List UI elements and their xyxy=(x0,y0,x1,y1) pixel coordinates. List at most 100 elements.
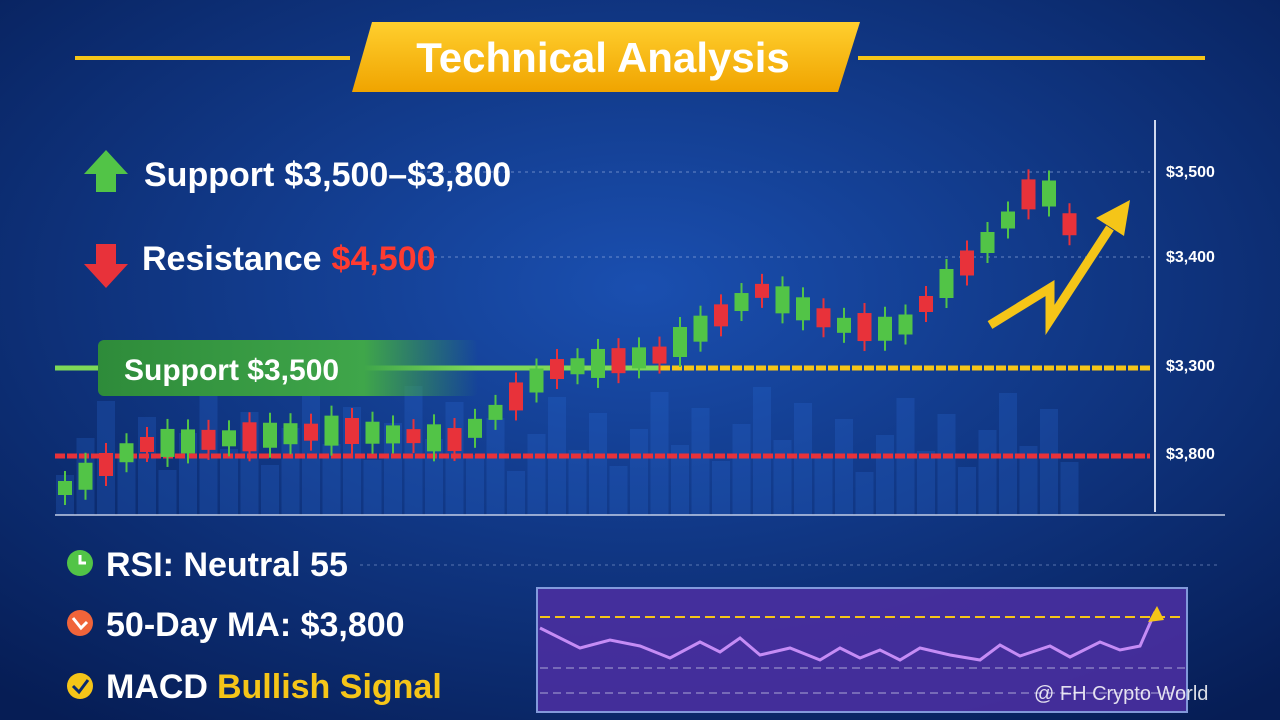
candle-body xyxy=(324,415,339,446)
candle-body xyxy=(939,269,954,298)
volume-bar xyxy=(917,451,935,515)
candle-body xyxy=(304,423,318,441)
candle-body xyxy=(755,283,769,298)
volume-bar xyxy=(1019,446,1038,515)
candle-body xyxy=(898,314,913,335)
volume-bar xyxy=(773,440,792,515)
axis-label: $3,800 xyxy=(1166,446,1215,463)
title: Technical Analysis xyxy=(416,34,790,81)
candle-body xyxy=(99,452,113,476)
candles xyxy=(58,169,1077,505)
volume-bar xyxy=(527,434,546,515)
title-banner xyxy=(352,22,860,92)
candle-body xyxy=(1021,179,1036,210)
axis-label: $3,500 xyxy=(1166,164,1215,181)
up-arrow xyxy=(84,150,128,192)
candle-body xyxy=(980,232,995,253)
volume-bar xyxy=(486,418,505,515)
candle-body xyxy=(611,348,626,374)
level-value: $4,500 xyxy=(332,240,436,278)
volume-bar xyxy=(568,450,587,515)
volume-bar xyxy=(753,387,771,515)
support-banner xyxy=(98,340,478,396)
candle-body xyxy=(1042,180,1056,207)
volume-bar xyxy=(630,429,648,515)
volume-bar xyxy=(363,460,382,515)
volume-bar xyxy=(261,465,279,515)
volume-bar xyxy=(896,398,915,515)
candle-body xyxy=(78,462,93,490)
candle-body xyxy=(365,421,380,444)
candle-body xyxy=(160,428,175,457)
volume-bar xyxy=(220,449,238,515)
candle-body xyxy=(242,422,257,452)
volume-bar xyxy=(1040,409,1058,515)
candle-body xyxy=(775,286,790,314)
level-value: $3,500–$3,800 xyxy=(284,156,511,194)
indicator-label: MACD xyxy=(106,668,208,706)
candle-body xyxy=(58,481,72,495)
indicator: 50-Day MA: $3,800 xyxy=(106,606,405,644)
volume-bar xyxy=(384,423,402,515)
level-label: Resistance xyxy=(142,240,322,278)
candle-body xyxy=(857,313,872,342)
volume-bar xyxy=(158,470,177,515)
volume-bar xyxy=(589,413,607,515)
axis-label: $3,400 xyxy=(1166,249,1215,266)
candle-body xyxy=(673,327,687,357)
volume-bar xyxy=(835,419,853,515)
macd-icon xyxy=(67,673,93,699)
candle-body xyxy=(283,423,298,445)
candle-body xyxy=(406,429,421,444)
macd-icon-check xyxy=(71,679,90,695)
candle-body xyxy=(447,428,462,452)
volume-bar xyxy=(691,408,710,515)
candle-body xyxy=(816,308,831,328)
candle-body xyxy=(960,250,974,276)
down-arrow xyxy=(84,244,128,288)
candle-body xyxy=(550,359,564,380)
candle-body xyxy=(140,436,154,452)
macd-panel xyxy=(536,587,1188,713)
macd-line xyxy=(539,611,1157,662)
volume-bar xyxy=(958,467,976,515)
candle-body xyxy=(1001,211,1015,229)
volume-bar xyxy=(302,391,320,515)
candle-body xyxy=(468,418,482,438)
volume-bar xyxy=(281,428,300,515)
volume-bar xyxy=(794,403,812,515)
candle-body xyxy=(427,424,441,452)
candle-body xyxy=(509,382,523,411)
candle-body xyxy=(345,418,359,444)
candle-body xyxy=(529,368,544,393)
indicator: MACD Bullish Signal xyxy=(106,668,442,706)
ma-icon xyxy=(67,610,93,636)
candle-body xyxy=(263,422,277,448)
candle-body xyxy=(201,429,216,450)
candle-body xyxy=(693,315,708,342)
support-banner-text: Support $3,500 xyxy=(124,354,339,387)
volume-bar xyxy=(609,466,628,515)
volume-bar xyxy=(671,445,689,515)
candle-body xyxy=(652,346,667,364)
indicator: RSI: Neutral 55 xyxy=(106,546,348,584)
volume-bar xyxy=(117,454,136,515)
volume-bar xyxy=(876,435,894,515)
volume-bar xyxy=(855,472,874,515)
volume-bar xyxy=(732,424,751,515)
trend-arrowhead xyxy=(1096,200,1130,236)
volume-bar xyxy=(507,471,525,515)
candle-body xyxy=(570,358,585,375)
candle-body xyxy=(714,304,728,327)
rsi-icon-hand xyxy=(78,555,86,565)
volume-bar xyxy=(937,414,956,515)
axis-label: $3,300 xyxy=(1166,358,1215,375)
candle-body xyxy=(181,429,195,454)
volume-bar xyxy=(466,455,484,515)
candle-body xyxy=(734,293,749,312)
volume-bar xyxy=(978,430,997,515)
watermark: @ FH Crypto World xyxy=(1034,683,1208,705)
volume-bar xyxy=(1060,462,1079,515)
